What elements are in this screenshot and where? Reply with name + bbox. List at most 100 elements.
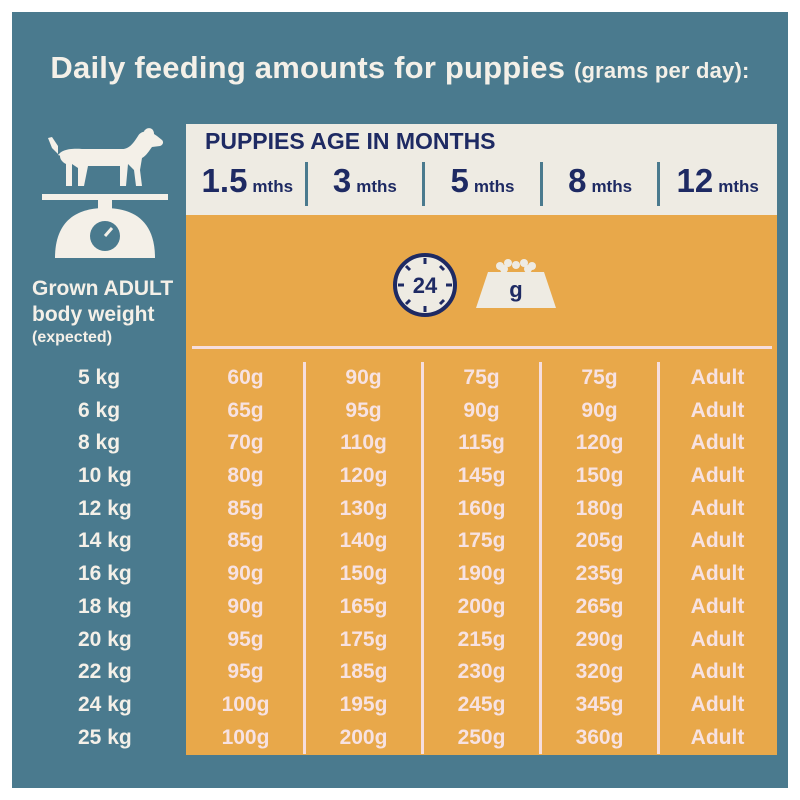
table-cell: 180g: [575, 496, 624, 520]
table-cell: 235g: [575, 562, 624, 586]
table-cell: 90g: [463, 398, 500, 422]
weight-row: 8 kg: [78, 431, 121, 455]
table-cell: 320g: [575, 660, 624, 684]
age-value: 12: [676, 162, 714, 199]
table-cell: 185g: [339, 660, 388, 684]
age-unit: mths: [718, 177, 759, 196]
age-unit: mths: [591, 177, 633, 196]
table-cell: Adult: [690, 725, 745, 749]
table-cell: 160g: [457, 496, 506, 520]
table-cell: 120g: [339, 464, 388, 488]
table-column-3: 90g 95g 110g 120g 130g 140g 150g 165g 17…: [303, 362, 421, 755]
age-column-5: 5 mths: [422, 162, 540, 206]
table-cell: 70g: [227, 431, 264, 455]
table-cell: 85g: [227, 529, 264, 553]
table-cell: Adult: [690, 529, 745, 553]
table-cell: Adult: [690, 431, 745, 455]
table-cell: Adult: [690, 366, 745, 389]
table-column-1-5: 60g 65g 70g 80g 85g 85g 90g 90g 95g 95g …: [188, 362, 303, 754]
table-cell: 195g: [339, 692, 388, 716]
clock-24-icon: 24: [393, 253, 457, 317]
table-cell: 200g: [457, 594, 506, 618]
table-cell: Adult: [690, 627, 745, 651]
table-cell: 90g: [227, 594, 264, 618]
table-cell: 250g: [457, 725, 506, 749]
feeding-table: 60g 65g 70g 80g 85g 85g 90g 90g 95g 95g …: [188, 362, 775, 755]
table-cell: Adult: [690, 692, 745, 716]
table-cell: 80g: [227, 464, 264, 488]
table-cell: 150g: [575, 464, 624, 488]
table-column-12: Adult Adult Adult Adult Adult Adult Adul…: [657, 362, 775, 755]
table-cell: Adult: [690, 496, 745, 520]
adult-weight-note: (expected): [32, 329, 113, 346]
dog-icon: [48, 128, 164, 186]
page-title: Daily feeding amounts for puppies (grams…: [0, 50, 800, 86]
table-cell: 115g: [458, 431, 505, 455]
table-cell: 65g: [227, 398, 264, 422]
table-cell: Adult: [690, 660, 745, 684]
table-cell: 90g: [227, 562, 264, 586]
table-cell: 175g: [339, 627, 388, 651]
table-cell: 190g: [457, 562, 506, 586]
table-cell: 85g: [227, 496, 264, 520]
weight-row: 22 kg: [78, 660, 132, 684]
bowl-text: g: [509, 277, 522, 302]
age-header-title: PUPPIES AGE IN MONTHS: [205, 128, 496, 154]
weight-row: 16 kg: [78, 562, 132, 586]
table-cell: 95g: [227, 627, 264, 651]
table-cell: 140g: [339, 529, 388, 553]
age-columns: 1.5 mths 3 mths 5 mths 8 mths 12 mths: [190, 162, 775, 206]
weight-row: 10 kg: [78, 464, 132, 488]
daily-grams-icons: 24 g: [393, 253, 556, 317]
table-cell: 145g: [457, 464, 506, 488]
title-subtitle: (grams per day):: [573, 58, 750, 83]
weight-row: 25 kg: [78, 725, 132, 749]
weight-row: 20 kg: [78, 627, 132, 651]
table-cell: 205g: [575, 529, 624, 553]
table-cell: 345g: [575, 692, 624, 716]
table-cell: 90g: [581, 398, 618, 422]
table-cell: Adult: [690, 464, 745, 488]
age-value: 8: [568, 162, 587, 199]
adult-weight-label-text: Grown ADULT body weight: [32, 277, 174, 326]
table-cell: 150g: [339, 562, 388, 586]
table-cell: 230g: [457, 660, 506, 684]
weight-row: 6 kg: [78, 398, 121, 422]
table-cell: 95g: [227, 660, 264, 684]
table-column-8: 75g 90g 120g 150g 180g 205g 235g 265g 29…: [539, 362, 657, 755]
age-column-12: 12 mths: [657, 162, 775, 206]
table-top-rule: [192, 346, 772, 349]
clock-text: 24: [413, 273, 438, 298]
table-cell: 60g: [227, 366, 264, 389]
age-column-8: 8 mths: [539, 162, 658, 206]
table-cell: Adult: [690, 594, 745, 618]
table-cell: 130g: [339, 496, 388, 520]
table-column-5: 75g 90g 115g 145g 160g 175g 190g 200g 21…: [421, 362, 539, 755]
table-cell: 245g: [457, 692, 506, 716]
dog-on-scale-icon: [42, 128, 168, 258]
weight-row: 5 kg: [78, 366, 121, 389]
age-value: 1.5: [201, 162, 248, 199]
table-cell: 360g: [575, 725, 624, 749]
scale-icon: [42, 194, 168, 258]
age-value: 5: [450, 162, 469, 199]
table-cell: 265g: [575, 594, 624, 618]
table-cell: 200g: [339, 725, 388, 749]
age-unit: mths: [473, 177, 515, 196]
table-cell: 100g: [221, 725, 270, 749]
table-cell: 290g: [575, 627, 624, 651]
age-unit: mths: [356, 177, 397, 196]
weight-row: 18 kg: [78, 594, 132, 618]
age-column-1-5: 1.5 mths: [190, 162, 305, 206]
food-bowl-icon: g: [476, 259, 556, 308]
table-cell: Adult: [690, 398, 745, 422]
weight-list: 5 kg 6 kg 8 kg 10 kg 12 kg 14 kg 16 kg 1…: [40, 362, 190, 754]
weight-row: 14 kg: [78, 529, 132, 553]
table-cell: 75g: [463, 366, 500, 389]
age-unit: mths: [252, 177, 294, 196]
table-cell: 215g: [457, 627, 506, 651]
age-value: 3: [332, 162, 352, 199]
table-cell: 110g: [340, 431, 387, 455]
age-header-band: [186, 124, 777, 215]
table-cell: 95g: [345, 398, 382, 422]
